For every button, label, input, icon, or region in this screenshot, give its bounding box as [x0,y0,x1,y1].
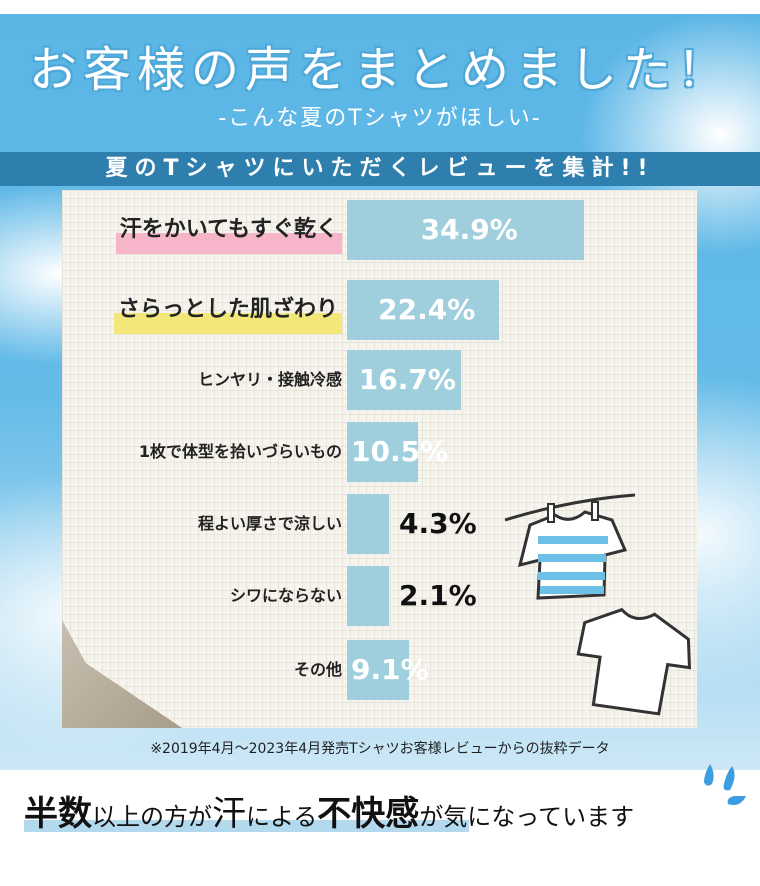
white-tshirt-icon [576,607,692,716]
hanging-tshirt-icon [504,493,636,600]
bar-row: その他 9.1% [62,640,697,700]
conclusion-part: による [246,803,318,831]
conclusion-text: 半数以上の方が汗による不快感が気になっています [24,786,634,835]
category-label: さらっとした肌ざわり [113,280,342,340]
bar [347,640,409,700]
value-label: 4.3% [399,507,477,540]
bar [347,350,461,410]
conclusion-underline [24,820,469,832]
conclusion-emph-discomfort: 不快感 [317,794,420,834]
bar [347,566,389,626]
bar-row: 1枚で体型を拾いづらいもの 10.5% [62,422,697,482]
conclusion-emph-sweat: 汗 [212,794,246,834]
value-label: 34.9% [420,213,518,246]
category-label: シワにならない [229,586,342,605]
value-label: 16.7% [358,363,456,396]
page-subtitle: -こんな夏のTシャツがほしい- [218,106,542,131]
bar-row: さらっとした肌ざわり 22.4% [62,280,697,340]
category-label: その他 [293,660,342,679]
bar-row: シワにならない 2.1% [62,566,697,626]
bar [347,494,389,554]
bar-row: 汗をかいてもすぐ乾く 34.9% [62,200,697,260]
bar [347,280,500,340]
value-label: 2.1% [399,579,477,612]
conclusion-part: が気になっています [419,803,635,831]
bar [347,200,585,260]
conclusion-emph-half: 半数 [24,794,92,834]
water-drops-icon [704,764,746,805]
category-label: 汗をかいてもすぐ乾く [115,200,342,260]
bar [347,422,419,482]
footnote: ※2019年4月～2023年4月発売Tシャツお客様レビューからの抜粋データ [150,741,610,757]
value-label: 22.4% [378,293,476,326]
bar-row: 程よい厚さで涼しい 4.3% [62,494,697,554]
section-band: 夏のTシャツにいただくレビューを集計!! [0,152,760,186]
category-label: 1枚で体型を拾いづらいもの [138,442,342,461]
page-title: お客様の声をまとめました！ [28,42,731,98]
category-label: ヒンヤリ・接触冷感 [197,370,342,389]
bar-row: ヒンヤリ・接触冷感 16.7% [62,350,697,410]
category-label: 程よい厚さで涼しい [197,514,342,533]
conclusion-part: 以上の方が [92,803,212,831]
value-label: 9.1% [351,653,429,686]
value-label: 10.5% [351,435,449,468]
